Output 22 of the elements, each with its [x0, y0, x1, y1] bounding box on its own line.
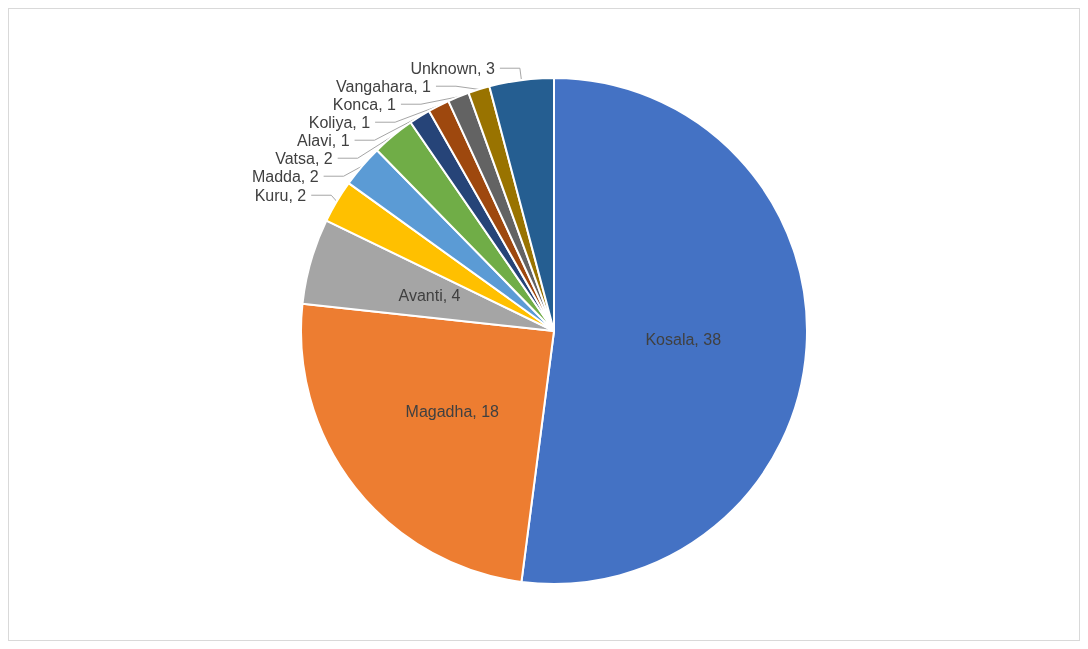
- slice-label: Koliya: [308, 113, 353, 131]
- data-label: , 1: [413, 77, 432, 95]
- data-label: , 2: [288, 186, 307, 204]
- slice-label: Konca: [332, 95, 379, 113]
- data-label: , 1: [378, 95, 397, 113]
- slice-label: Unknown: [410, 59, 478, 77]
- slice-label: Kuru: [254, 186, 289, 204]
- data-label: , 18: [472, 402, 500, 420]
- slice-label: Vatsa: [275, 149, 315, 167]
- data-label: , 2: [314, 149, 333, 167]
- data-label: , 1: [331, 131, 350, 149]
- data-label: , 3: [477, 59, 495, 77]
- slice-label: Alavi: [297, 131, 332, 149]
- slice-label: Madda: [251, 167, 301, 185]
- slice-label: Avanti: [398, 286, 443, 304]
- data-label: , 1: [352, 113, 371, 131]
- slice-label: Vangahara: [336, 77, 414, 95]
- data-label: , 4: [442, 286, 461, 304]
- data-label: , 2: [300, 167, 319, 185]
- slice-label: Kosala: [645, 330, 695, 348]
- slice-label: Magadha: [405, 402, 473, 420]
- data-label: , 38: [694, 330, 722, 348]
